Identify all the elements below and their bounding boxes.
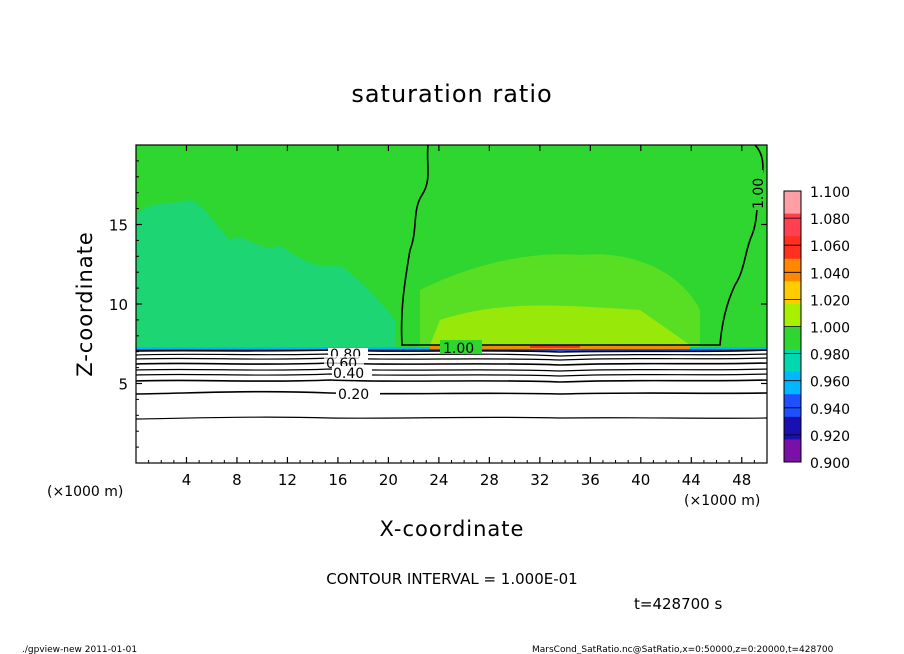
chart-title: saturation ratio [351,80,552,108]
colorbar: 1.100 1.080 1.060 1.040 1.020 1.000 0.980 0.960… [783,185,850,472]
x-axis: 4 8 12 16 20 24 28 32 36 40 44 48 [148,145,755,489]
colorbar-cell [784,191,801,215]
colorbar-label: 0.900 [810,456,850,472]
x-tick-label: 16 [328,471,347,489]
field-region-1020 [430,305,690,345]
colorbar-label: 1.100 [810,185,850,201]
x-unit-right: (×1000 m) [684,493,760,509]
colorbar-cell [784,349,801,373]
x-tick-label: 4 [182,471,192,489]
footer-left: ./gpview-new 2011-01-01 [22,645,137,654]
time-label: t=428700 s [634,595,722,613]
contour-label-1.00-right: 1.00 [751,178,767,209]
plot-area [136,145,767,463]
x-tick-label: 44 [682,471,701,489]
x-axis-label: X-coordinate [380,517,525,541]
colorbar-label: 1.020 [810,293,850,309]
colorbar-label: 0.980 [810,348,850,364]
x-tick-label: 40 [631,471,650,489]
contour-lines [136,349,767,420]
x-tick-label: 24 [429,471,448,489]
colorbar-cell [784,258,801,282]
x-tick-label: 20 [379,471,398,489]
footer-right: MarsCond_SatRatio.nc@SatRatio,x=0:50000,… [532,645,834,654]
colorbar-label: 0.940 [810,402,850,418]
colorbar-cell [784,303,801,327]
contour-label-0.40: 0.40 [333,366,364,382]
colorbar-cell [784,236,801,260]
colorbar-label: 1.000 [810,321,850,337]
contour-label-0.20: 0.20 [338,387,369,403]
x-unit-left: (×1000 m) [47,484,123,500]
x-tick-label: 36 [581,471,600,489]
y-tick-label: 10 [109,296,128,314]
y-axis: 5 10 15 [109,160,767,448]
colorbar-cell [784,281,801,305]
y-tick-label: 5 [118,376,128,394]
colorbar-label: 1.080 [810,212,850,228]
field-region-0980 [136,200,395,350]
y-axis-label: Z-coordinate [73,231,97,377]
contour-label-1.00-center: 1.00 [443,341,474,357]
colorbar-label: 1.060 [810,239,850,255]
colorbar-label: 0.920 [810,429,850,445]
colorbar-cell [784,326,801,350]
x-tick-label: 12 [278,471,297,489]
x-tick-label: 8 [232,471,242,489]
x-tick-label: 28 [480,471,499,489]
contour-interval-text: CONTOUR INTERVAL = 1.000E-01 [326,570,577,588]
colorbar-cell [784,213,801,237]
y-tick-label: 15 [109,217,128,235]
contour-label-group: 1.00 1.00 0.80 0.60 0.40 0.20 [324,170,767,403]
colorbar-label: 1.040 [810,266,850,282]
x-tick-label: 32 [530,471,549,489]
colorbar-label: 0.960 [810,375,850,391]
colorbar-cell [784,371,801,395]
colorbar-cell [784,416,801,440]
colorbar-cell [784,394,801,418]
colorbar-cell [784,439,801,463]
x-tick-label: 48 [732,471,751,489]
